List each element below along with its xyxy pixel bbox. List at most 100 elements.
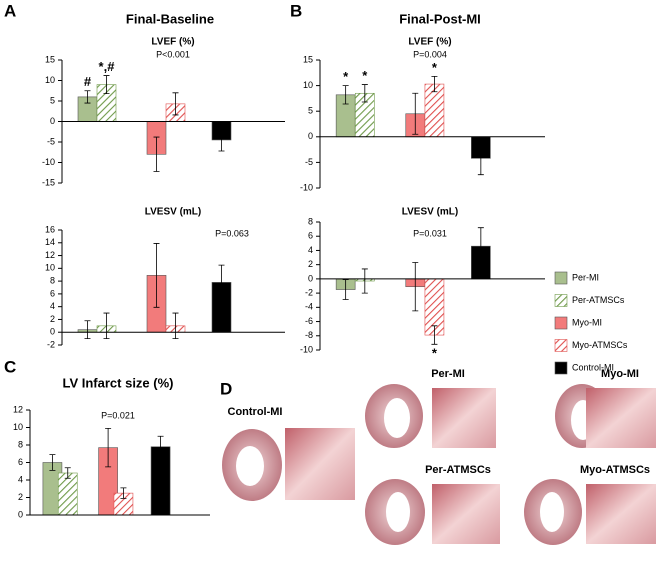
y-tick-label: -5	[47, 136, 55, 146]
y-tick-label: 14	[45, 237, 55, 247]
legend-swatch	[554, 271, 568, 285]
error-bar	[342, 85, 349, 105]
y-tick-label: -2	[305, 287, 313, 297]
error-bar	[361, 268, 368, 294]
y-tick-label: 12	[45, 250, 55, 260]
y-tick-label: 0	[308, 273, 313, 283]
y-tick-label: -10	[300, 182, 313, 192]
y-tick-label: -6	[305, 316, 313, 326]
legend-swatch	[554, 294, 568, 307]
p-value: P=0.031	[413, 228, 447, 238]
legend-swatch	[554, 316, 568, 330]
error-bar	[218, 128, 225, 152]
error-bar	[153, 136, 160, 172]
photo-label: Per-ATMSCs	[425, 464, 491, 476]
error-bar	[64, 467, 71, 479]
legend-swatch	[554, 361, 568, 375]
panel-letter: B	[290, 1, 302, 20]
chart-title: LVESV (mL)	[402, 207, 458, 218]
error-bar	[361, 84, 368, 103]
error-bar	[120, 487, 127, 499]
error-bar	[105, 427, 112, 468]
y-tick-label: 0	[50, 116, 55, 126]
y-tick-label: -2	[47, 339, 55, 349]
photo-per-mi	[365, 384, 496, 448]
y-tick-label: 8	[308, 216, 313, 226]
significance-marker: *	[432, 60, 438, 75]
error-bar	[431, 75, 438, 93]
y-tick-label: 10	[45, 263, 55, 273]
y-tick-label: 0	[308, 131, 313, 141]
error-bar	[103, 312, 110, 340]
y-tick-label: 10	[13, 422, 23, 432]
error-bar	[157, 435, 164, 458]
panel-letter: D	[220, 379, 232, 398]
y-tick-label: 6	[308, 231, 313, 241]
chart-title: LVESV (mL)	[145, 207, 201, 218]
y-tick-label: 16	[45, 224, 55, 234]
photo-label: Per-MI	[431, 368, 465, 380]
error-bar	[412, 92, 419, 135]
error-bar	[84, 320, 91, 340]
error-bar	[477, 227, 484, 266]
photo-label: Myo-MI	[601, 368, 639, 380]
p-value: P=0.004	[413, 49, 447, 59]
photo-myo-mi	[555, 384, 656, 448]
y-tick-label: 2	[18, 492, 23, 502]
error-bar	[412, 262, 419, 312]
error-bar	[49, 454, 56, 471]
chart-title: LVEF (%)	[151, 37, 194, 48]
photo-myo-atmscs	[524, 479, 656, 545]
chart-title: LVEF (%)	[408, 37, 451, 48]
error-bar	[342, 279, 349, 300]
y-tick-label: 5	[308, 106, 313, 116]
p-value: P<0.001	[156, 49, 190, 59]
bar	[57, 472, 78, 516]
y-tick-label: 10	[303, 80, 313, 90]
p-value: P=0.021	[101, 410, 135, 420]
y-tick-label: -15	[42, 177, 55, 187]
error-bar	[84, 90, 91, 104]
significance-marker: *	[432, 346, 438, 361]
y-tick-label: -10	[42, 157, 55, 167]
y-tick-label: 6	[18, 457, 23, 467]
y-tick-label: 2	[308, 259, 313, 269]
panel-letter: C	[4, 357, 16, 376]
y-tick-label: 5	[50, 95, 55, 105]
significance-marker: *	[343, 69, 349, 84]
y-tick-label: -4	[305, 302, 313, 312]
y-tick-label: 15	[303, 54, 313, 64]
y-tick-label: 10	[45, 75, 55, 85]
error-bar	[218, 264, 225, 301]
y-tick-label: -10	[300, 344, 313, 354]
photo-label: Control-MI	[228, 406, 283, 418]
p-value: P=0.063	[215, 228, 249, 238]
legend-label: Myo-MI	[572, 317, 602, 327]
photo-label: Myo-ATMSCs	[580, 464, 650, 476]
y-tick-label: 12	[13, 404, 23, 414]
panel-title: Final-Baseline	[126, 11, 214, 26]
significance-marker: #	[84, 74, 92, 89]
y-tick-label: 2	[50, 314, 55, 324]
y-tick-label: -8	[305, 330, 313, 340]
y-tick-label: 8	[18, 439, 23, 449]
y-tick-label: -5	[305, 157, 313, 167]
photo-control	[222, 428, 355, 501]
y-tick-label: 0	[50, 327, 55, 337]
significance-marker: *,#	[99, 59, 116, 74]
y-tick-label: 15	[45, 54, 55, 64]
y-tick-label: 8	[50, 275, 55, 285]
error-bar	[431, 325, 438, 345]
error-bar	[172, 92, 179, 116]
chart-title: LV Infarct size (%)	[62, 375, 173, 390]
error-bar	[477, 141, 484, 176]
panel-letter: A	[4, 1, 16, 20]
legend-label: Per-MI	[572, 272, 599, 282]
error-bar	[172, 312, 179, 340]
panel-title: Final-Post-MI	[399, 11, 481, 26]
legend-label: Per-ATMSCs	[572, 295, 625, 305]
y-tick-label: 6	[50, 288, 55, 298]
legend-label: Myo-ATMSCs	[572, 340, 628, 350]
error-bar	[103, 75, 110, 95]
